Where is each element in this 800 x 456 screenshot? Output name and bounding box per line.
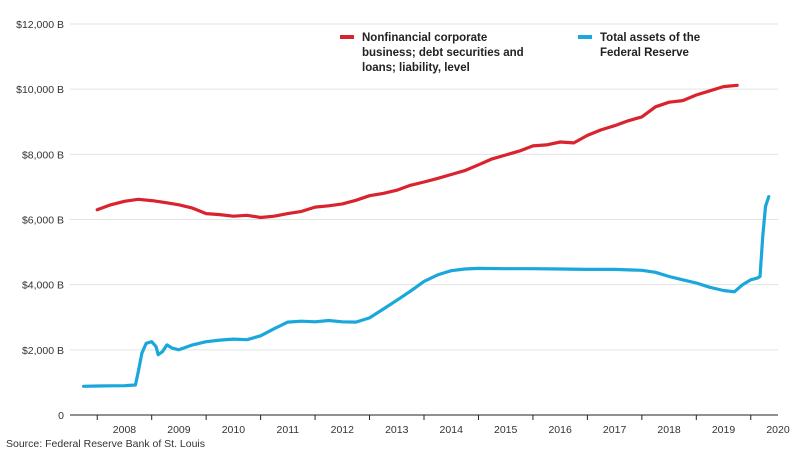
legend-label: business; debt securities and [362,47,524,59]
x-tick-label: 2018 [657,424,681,436]
x-tick-label: 2019 [712,424,736,436]
legend-label: loans; liability, level [362,62,470,74]
y-tick-label: $12,000 B [16,19,64,31]
x-tick-label: 2016 [548,424,572,436]
x-tick-label: 2011 [277,424,300,436]
gridlines [70,23,778,351]
x-tick-label: 2008 [113,424,137,436]
x-tick-label: 2009 [167,424,191,436]
x-tick-label: 2012 [331,424,355,436]
x-tick-label: 2014 [440,424,464,436]
legend-label: Nonfinancial corporate [362,32,487,44]
x-tick-label: 2015 [494,424,518,436]
source-note: Source: Federal Reserve Bank of St. Loui… [6,438,206,450]
legend-label: Federal Reserve [600,47,689,59]
series-line-fed-assets [82,195,771,388]
y-tick-label: $6,000 B [22,215,64,227]
x-tick-label: 2013 [385,424,409,436]
legend: Nonfinancial corporate business; debt sec… [340,32,700,74]
x-axis-ticks: 2008 2009 2010 2011 2012 2013 2014 2015 2016 2017… [96,415,790,436]
y-tick-label: 0 [58,410,64,422]
y-tick-label: $4,000 B [22,280,64,292]
y-tick-label: $2,000 B [22,345,64,357]
y-tick-label: $8,000 B [22,149,64,161]
series-line-corporate-debt [95,83,739,220]
y-tick-label: $10,000 B [16,84,64,96]
y-axis-ticks: 0 $2,000 B $4,000 B $6,000 B $8,000 B $10,000… [16,19,64,422]
x-tick-label: 2017 [603,424,627,436]
series-lines [82,83,771,388]
x-tick-label: 2020 [766,424,790,436]
x-tick-label: 2010 [222,424,246,436]
legend-label: Total assets of the [600,32,700,44]
